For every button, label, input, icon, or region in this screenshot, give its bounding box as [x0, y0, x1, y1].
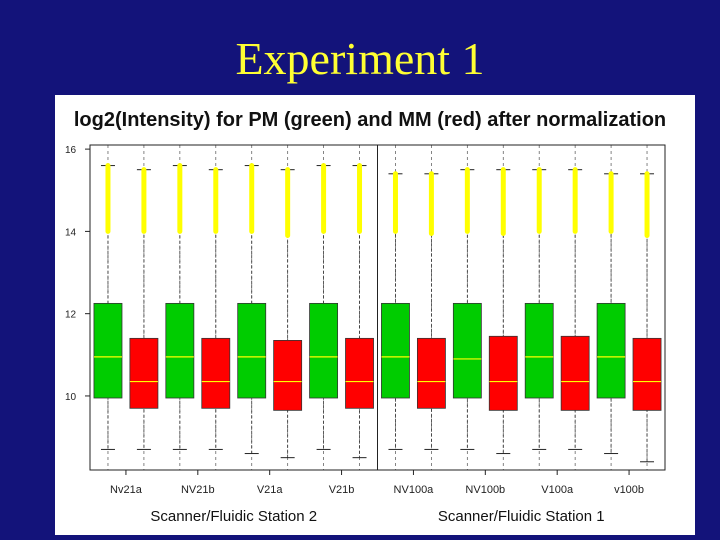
pm-box	[165, 302, 195, 399]
mm-box	[632, 337, 662, 411]
y-tick-label: 12	[65, 310, 77, 321]
pm-box	[524, 302, 554, 399]
axes: 10 12 14 16 Nv21a NV21b V21a V21b NV100a NV100b V1…	[65, 144, 666, 525]
boxplot-chart: log2(Intensity) for PM (green) and MM (r…	[65, 109, 666, 525]
mm-box	[416, 337, 446, 409]
group-label: Scanner/Fluidic Station 2	[150, 508, 317, 525]
mm-box	[560, 335, 590, 411]
chart-title: log2(Intensity) for PM (green) and MM (r…	[74, 109, 666, 131]
y-tick-label: 16	[65, 145, 77, 156]
pm-box	[381, 302, 410, 399]
mm-box	[129, 337, 159, 409]
mm-box	[488, 335, 518, 411]
x-tick-label: V21a	[257, 484, 284, 496]
pm-box	[452, 302, 482, 399]
mm-box	[273, 340, 303, 411]
boxes	[93, 163, 662, 463]
x-tick-label: V100a	[541, 484, 574, 496]
mm-box	[345, 337, 374, 409]
x-tick-label: v100b	[614, 484, 644, 496]
slide-title: Experiment 1	[235, 33, 485, 84]
group-label: Scanner/Fluidic Station 1	[438, 508, 605, 525]
x-tick-label: Nv21a	[110, 484, 143, 496]
pm-box	[596, 302, 626, 399]
x-tick-label: V21b	[329, 484, 355, 496]
pm-box	[93, 302, 123, 399]
y-tick-label: 14	[65, 227, 77, 238]
pm-box	[309, 302, 339, 399]
pm-box	[237, 302, 267, 399]
x-tick-label: NV100b	[465, 484, 505, 496]
mm-box	[201, 337, 231, 409]
x-tick-label: NV21b	[181, 484, 215, 496]
y-tick-label: 10	[65, 392, 77, 403]
x-tick-label: NV100a	[394, 484, 435, 496]
boxplot-chart-panel: log2(Intensity) for PM (green) and MM (r…	[55, 95, 695, 535]
